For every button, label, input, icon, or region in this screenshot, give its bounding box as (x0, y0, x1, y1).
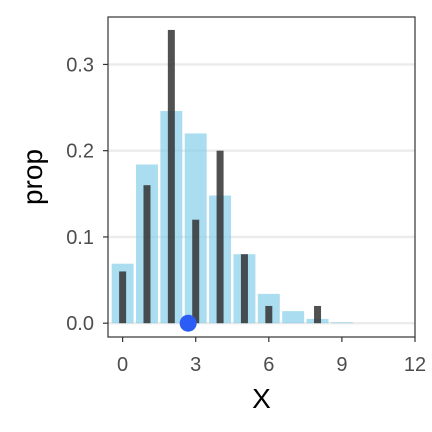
observed-bar-5 (240, 254, 248, 324)
y-axis-ticks: 0.0 0.1 0.2 0.3 (66, 54, 108, 335)
observed-bar-6 (265, 305, 273, 324)
observed-bar-2 (167, 29, 175, 324)
point-marker (179, 314, 197, 332)
observed-bars (119, 29, 322, 324)
x-tick-label-1: 3 (190, 354, 201, 376)
x-tick-label-4: 12 (404, 354, 426, 376)
y-axis-title: prop (17, 149, 48, 205)
y-tick-label-3: 0.3 (66, 54, 94, 76)
y-tick-label-1: 0.1 (66, 227, 94, 249)
x-axis-title: X (252, 383, 271, 414)
x-tick-label-0: 0 (117, 354, 128, 376)
observed-bar-8 (314, 305, 322, 324)
observed-bar-0 (119, 271, 127, 324)
x-tick-label-2: 6 (263, 354, 274, 376)
panel-border (107, 16, 416, 338)
observed-bar-3 (192, 219, 200, 324)
y-tick-label-0: 0.0 (66, 313, 94, 335)
point-marker-layer (179, 314, 197, 332)
observed-bar-4 (216, 150, 224, 324)
x-axis-ticks: 0 3 6 9 12 (117, 337, 426, 376)
observed-bar-1 (143, 185, 151, 324)
reference-bar-7 (282, 311, 305, 324)
y-tick-label-2: 0.2 (66, 141, 94, 163)
x-tick-label-3: 9 (336, 354, 347, 376)
reference-bar-9 (330, 322, 353, 324)
